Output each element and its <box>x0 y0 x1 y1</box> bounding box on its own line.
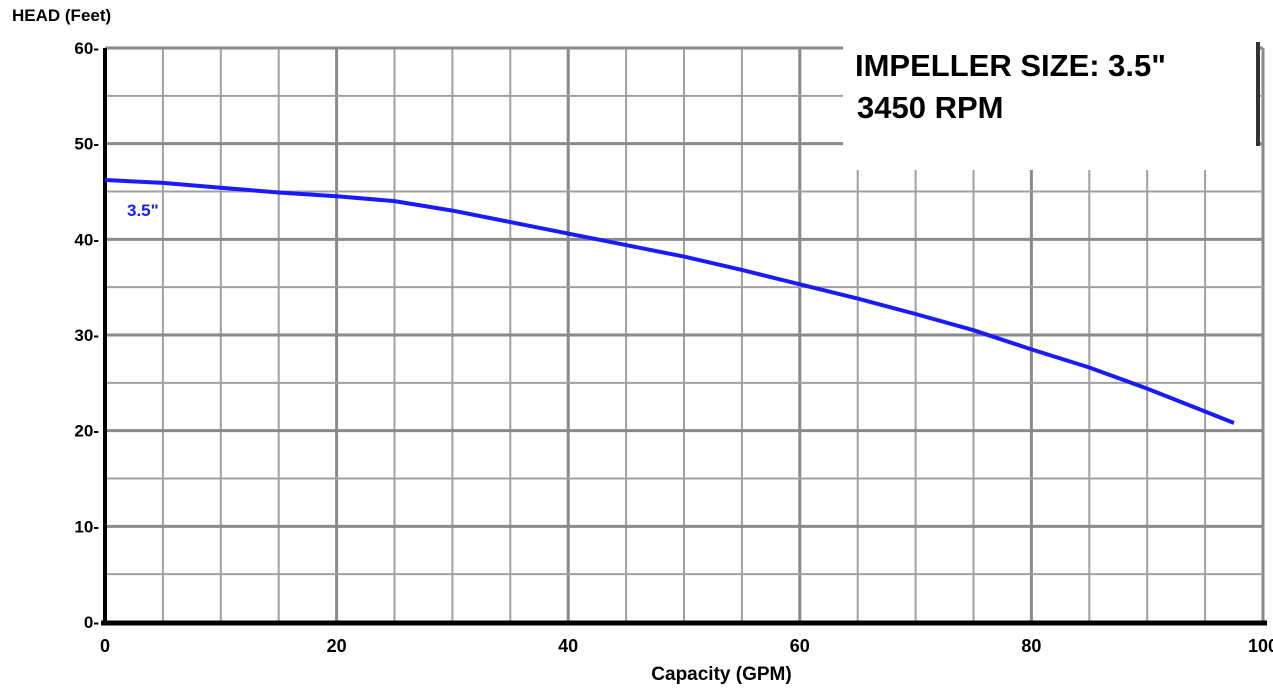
x-tick-label: 100 <box>1248 636 1273 656</box>
impeller-size-label: IMPELLER SIZE: 3.5" <box>855 48 1166 83</box>
series-label: 3.5" <box>127 201 159 220</box>
series-line <box>104 178 1235 425</box>
info-box-edge <box>1256 42 1260 146</box>
y-tick-label: 0- <box>84 613 99 632</box>
y-axis-title: HEAD (Feet) <box>12 6 112 25</box>
impeller-info-box: IMPELLER SIZE: 3.5" 3450 RPM <box>843 40 1260 170</box>
y-tick-label: 60- <box>74 39 99 58</box>
x-tick-label: 0 <box>100 636 110 656</box>
y-tick-label: 40- <box>74 230 99 249</box>
x-tick-label: 60 <box>790 636 810 656</box>
x-tick-label: 40 <box>558 636 578 656</box>
y-tick-label: 50- <box>74 135 99 154</box>
rpm-label: 3450 RPM <box>857 90 1004 125</box>
series-layer: 3.5" <box>104 178 1235 425</box>
y-tick-label: 30- <box>74 326 99 345</box>
x-tick-label: 80 <box>1021 636 1041 656</box>
x-axis-title: Capacity (GPM) <box>651 664 792 685</box>
y-tick-label: 20- <box>74 422 99 441</box>
y-tick-label: 10- <box>74 517 99 536</box>
axis-layer <box>101 48 1267 626</box>
x-tick-label: 20 <box>327 636 347 656</box>
tick-labels: 0- 10- 20- 30- 40- 50- 60- 0 20 40 60 80 100 <box>74 39 1273 656</box>
